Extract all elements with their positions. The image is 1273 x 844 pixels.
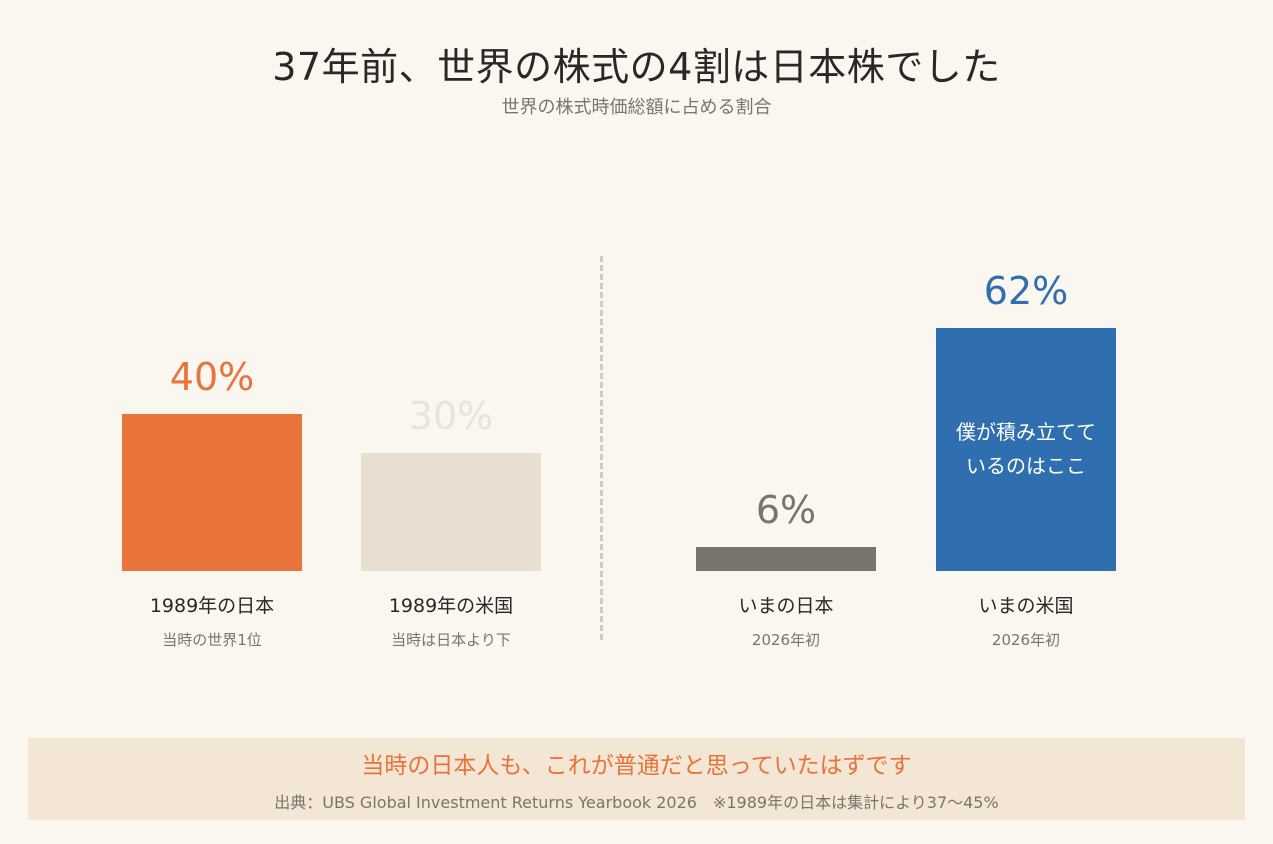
bar <box>361 453 541 571</box>
category-sublabel: 2026年初 <box>991 631 1061 649</box>
source-note: 出典：UBS Global Investment Returns Yearboo… <box>274 793 999 812</box>
footer-banner: 当時の日本人も、これが普通だと思っていたはずです 出典：UBS Global I… <box>28 738 1245 820</box>
category-label: いまの日本 <box>738 595 834 617</box>
category-sublabel: 2026年初 <box>751 631 821 649</box>
value-label: 30% <box>408 394 494 439</box>
category-label: 1989年の米国 <box>388 595 514 617</box>
bar-annotation: 僕が積み立てて いるのはここ <box>936 415 1116 483</box>
category-sublabel: 当時は日本より下 <box>391 631 511 649</box>
bar <box>122 414 302 571</box>
category-label: 1989年の日本 <box>149 595 275 617</box>
value-label: 6% <box>755 488 817 533</box>
bar-annotation-line: いるのはここ <box>966 454 1086 479</box>
value-label: 40% <box>169 355 255 399</box>
chart-subtitle: 世界の株式時価総額に占める割合 <box>501 97 772 118</box>
value-label: 62% <box>983 268 1069 313</box>
bar-annotation-line: 僕が積み立てて <box>956 420 1096 445</box>
chart-title: 37年前、世界の株式の4割は日本株でした <box>272 45 1001 89</box>
footer-message: 当時の日本人も、これが普通だと思っていたはずです <box>361 753 912 779</box>
period-divider <box>600 256 603 640</box>
bar <box>696 547 876 571</box>
bar <box>936 327 1116 571</box>
category-sublabel: 当時の世界1位 <box>162 631 262 649</box>
category-label: いまの米国 <box>978 595 1074 617</box>
